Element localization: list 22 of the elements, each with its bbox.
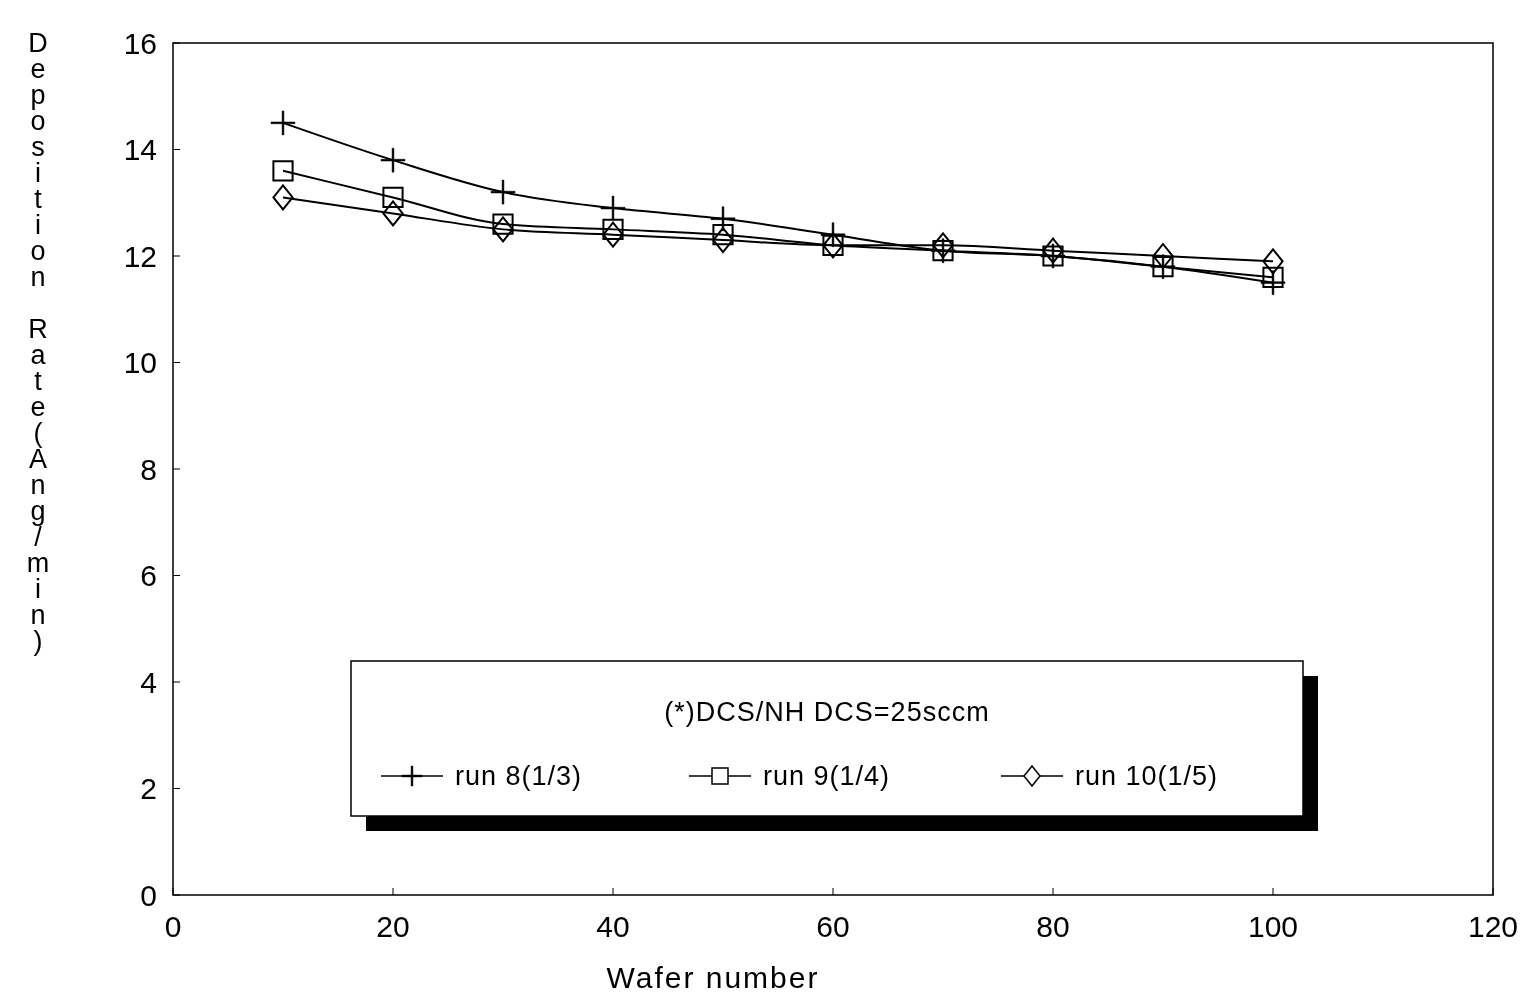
y-tick-label: 8 bbox=[140, 452, 157, 486]
y-tick-label: 6 bbox=[140, 559, 157, 592]
y-axis-title: Deposition Rate(Ang/min) bbox=[23, 28, 53, 656]
x-tick-label: 100 bbox=[1247, 910, 1299, 943]
y-tick-label: 16 bbox=[123, 26, 157, 60]
x-tick-label: 40 bbox=[596, 910, 630, 943]
legend-label: run 10(1/5) bbox=[1075, 761, 1219, 792]
legend-label: run 9(1/4) bbox=[763, 761, 891, 792]
x-tick-label: 0 bbox=[164, 910, 182, 943]
y-tick-label: 0 bbox=[140, 878, 157, 912]
x-tick-label: 60 bbox=[816, 910, 850, 943]
y-tick-label: 2 bbox=[140, 772, 157, 805]
y-tick-label: 4 bbox=[140, 665, 157, 699]
x-tick-label: 20 bbox=[376, 910, 410, 943]
x-axis-title: Wafer number bbox=[606, 961, 820, 994]
y-tick-label: 10 bbox=[123, 346, 157, 379]
y-tick-label: 14 bbox=[123, 133, 157, 166]
legend-title: (*)DCS/NH DCS=25sccm bbox=[664, 697, 990, 727]
x-tick-label: 80 bbox=[1036, 910, 1070, 943]
x-tick-label: 120 bbox=[1467, 910, 1519, 943]
y-tick-label: 12 bbox=[123, 239, 157, 273]
legend-label: run 8(1/3) bbox=[455, 761, 583, 792]
